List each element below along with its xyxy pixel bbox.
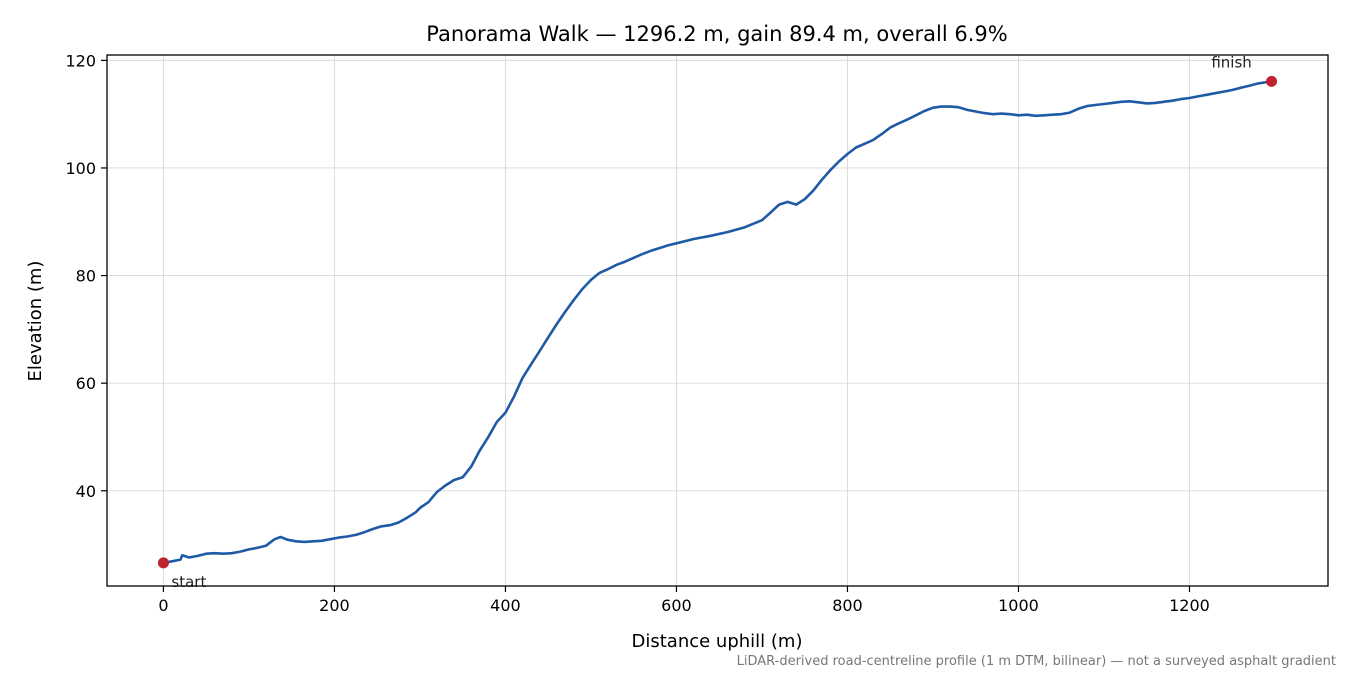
x-tick-label: 1000 [998,596,1039,615]
y-tick-label: 40 [76,482,96,501]
grid [107,55,1328,586]
source-footnote: LiDAR-derived road-centreline profile (1… [737,654,1336,669]
x-tick-label: 0 [158,596,168,615]
y-axis: 40 60 80 100 120 [65,51,107,501]
x-tick-label: 800 [832,596,863,615]
x-axis: 0 200 400 600 800 1000 1200 [158,586,1210,615]
y-tick-label: 120 [65,51,96,70]
elevation-line [162,80,1273,565]
start-marker [157,557,169,569]
y-tick-label: 80 [76,267,96,286]
x-axis-title: Distance uphill (m) [632,631,803,652]
start-label: start [171,573,206,591]
chart-title: Panorama Walk — 1296.2 m, gain 89.4 m, o… [426,22,1008,46]
finish-label: finish [1211,53,1251,71]
x-tick-label: 600 [661,596,692,615]
y-tick-label: 60 [76,374,96,393]
x-tick-label: 200 [319,596,350,615]
y-axis-title: Elevation (m) [25,261,46,382]
x-tick-label: 1200 [1169,596,1210,615]
plot-area-frame [106,54,1329,587]
y-tick-label: 100 [65,159,96,178]
series-layer [162,80,1273,565]
finish-marker [1266,75,1278,87]
markers-layer: start finish [157,53,1278,591]
x-tick-label: 400 [490,596,521,615]
